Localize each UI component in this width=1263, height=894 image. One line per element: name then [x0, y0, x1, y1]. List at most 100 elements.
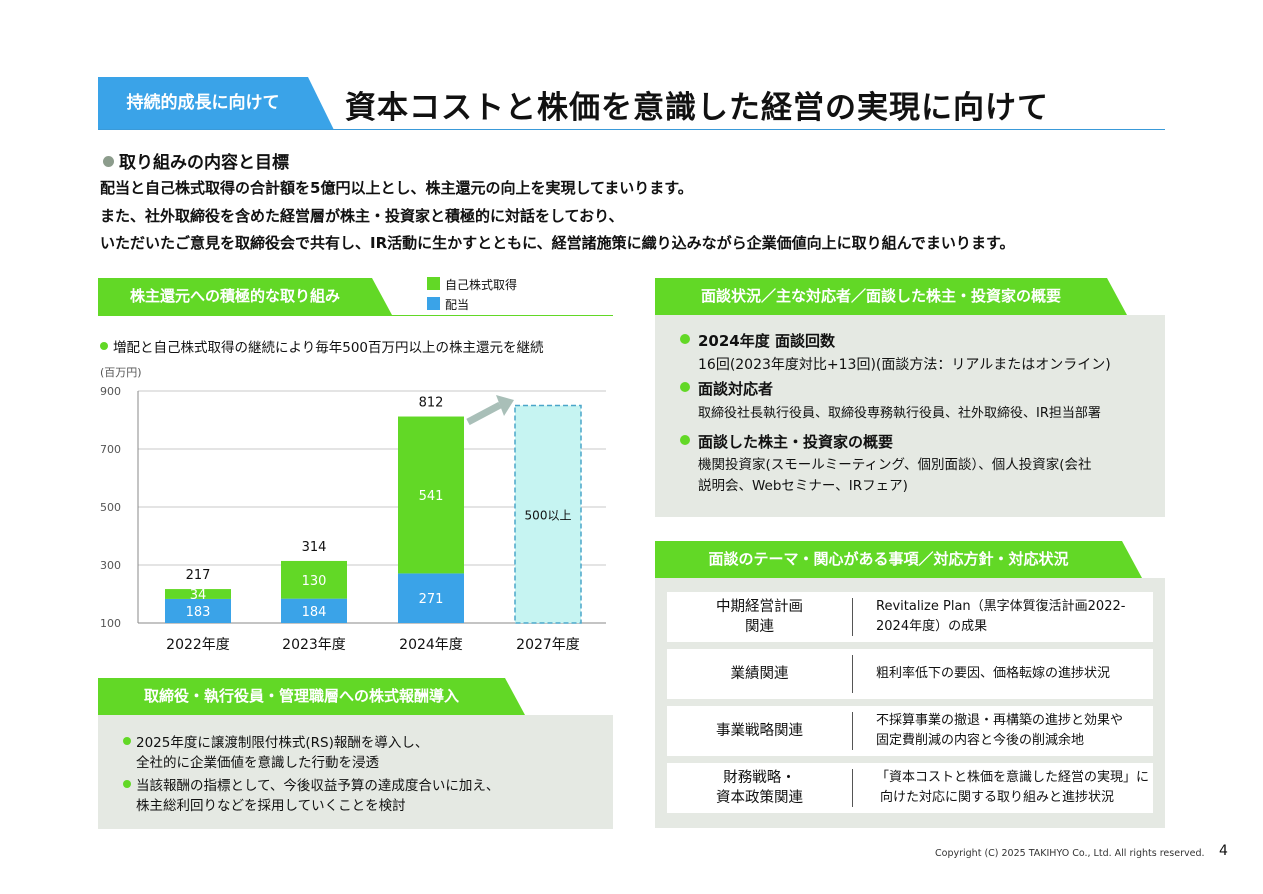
theme-detail-line: 固定費削減の内容と今後の削減余地 — [876, 733, 1085, 748]
bullet-dot-icon — [123, 737, 131, 745]
meetings-count-title-text: 2024年度 面談回数 — [698, 332, 835, 350]
target-bar — [514, 404, 582, 624]
theme-topic: 中期経営計画 関連 — [667, 592, 852, 642]
data-label-buyback: 541 — [419, 489, 444, 504]
remuneration-box — [98, 715, 613, 829]
theme-detail: 粗利率低下の要因、価格転嫁の進捗状況 — [876, 649, 1110, 699]
remuneration-item-1: 2025年度に譲渡制限付株式(RS)報酬を導入し、 全社的に企業価値を意識した行… — [123, 733, 428, 773]
theme-row: 業績関連 粗利率低下の要因、価格転嫁の進捗状況 — [667, 649, 1153, 699]
theme-detail: 「資本コストと株価を意識した経営の実現」に向けた対応に関する取り組みと進捗状況 — [876, 763, 1149, 813]
theme-topic-line: 財務戦略・ — [723, 770, 796, 786]
header-tag: 持続的成長に向けて — [126, 93, 280, 113]
intro-line-1: 配当と自己株式取得の合計額を5億円以上とし、株主還元の向上を実現してまいります。 — [100, 179, 693, 197]
theme-topic: 財務戦略・資本政策関連 — [667, 763, 852, 813]
y-tick-label: 500 — [100, 501, 121, 514]
bullet-dot-icon — [680, 382, 690, 392]
intro-line-3: いただいたご意見を取締役会で共有し、IR活動に生かすとともに、経営諸施策に織り込… — [100, 234, 1015, 252]
remuneration-item-2-line-1: 当該報酬の指標として、今後収益予算の達成度合いに加え、 — [136, 778, 500, 794]
y-tick-label: 100 — [100, 617, 121, 630]
trend-arrow-head-icon — [496, 395, 514, 416]
data-label-total: 812 — [419, 396, 444, 411]
x-tick-label: 2027年度 — [516, 637, 580, 653]
remuneration-item-1-line-2: 全社的に企業価値を意識した行動を浸透 — [136, 755, 379, 771]
intro-heading-text: 取り組みの内容と目標 — [119, 153, 289, 173]
data-label-buyback: 130 — [302, 574, 327, 589]
bar-dividend — [281, 598, 347, 623]
bar-buyback — [398, 416, 464, 574]
bar-buyback — [165, 589, 231, 599]
x-tick-label: 2023年度 — [282, 637, 346, 653]
page-title: 資本コストと株価を意識した経営の実現に向けて — [345, 90, 1049, 126]
header-tag-shape — [98, 77, 334, 130]
theme-detail-line: 向けた対応に関する取り組みと進捗状況 — [880, 790, 1115, 805]
theme-topic-line: 中期経営計画 — [716, 599, 803, 615]
meetings-responders-detail: 取締役社長執行役員、取締役専務執行役員、社外取締役、IR担当部署 — [698, 406, 1101, 421]
meetings-banner-text: 面談状況／主な対応者／面談した株主・投資家の概要 — [700, 287, 1061, 305]
row-divider — [852, 769, 853, 807]
meetings-box — [655, 315, 1165, 517]
bar-buyback — [281, 560, 347, 599]
bullet-dot-icon — [100, 342, 108, 350]
theme-detail: 不採算事業の撤退・再構築の進捗と効果や 固定費削減の内容と今後の削減余地 — [876, 706, 1123, 756]
meetings-investors-line-2: 説明会、Webセミナー、IRフェア) — [698, 478, 908, 494]
theme-detail-line: 粗利率低下の要因、価格転嫁の進捗状況 — [876, 666, 1111, 681]
theme-row: 事業戦略関連 不採算事業の撤退・再構築の進捗と効果や 固定費削減の内容と今後の削減… — [667, 706, 1153, 756]
remuneration-item-2-line-2: 株主総利回りなどを採用していくことを検討 — [136, 798, 406, 814]
meetings-investors-line-1: 機関投資家(スモールミーティング、個別面談）、個人投資家(会社 — [698, 457, 1092, 473]
bullet-dot-icon — [123, 780, 131, 788]
returns-bullet: 増配と自己株式取得の継続により毎年500百万円以上の株主還元を継続 — [100, 336, 544, 356]
bar-dividend — [165, 598, 231, 623]
meetings-investors-title: 面談した株主・投資家の概要 — [680, 431, 893, 452]
page-number: 4 — [1219, 843, 1228, 859]
theme-topic-line: 関連 — [745, 619, 774, 635]
theme-topic: 事業戦略関連 — [667, 706, 852, 756]
theme-topic: 業績関連 — [667, 649, 852, 699]
data-label-dividend: 183 — [186, 605, 211, 620]
theme-topic-line: 資本政策関連 — [716, 790, 803, 806]
theme-detail-line: 2024年度）の成果 — [876, 619, 988, 634]
remuneration-item-1-line-1: 2025年度に譲渡制限付株式(RS)報酬を導入し、 — [136, 735, 429, 751]
meetings-investors-title-text: 面談した株主・投資家の概要 — [698, 433, 894, 451]
x-tick-label: 2024年度 — [399, 637, 463, 653]
y-tick-label: 900 — [100, 385, 121, 398]
bullet-dot-icon — [103, 156, 114, 167]
intro-line-2: また、社外取締役を含めた経営層が株主・投資家と積極的に対話をしており、 — [100, 207, 624, 225]
legend-label-dividend: 配当 — [445, 298, 470, 312]
legend-swatch-dividend — [427, 297, 440, 310]
remuneration-banner-text: 取締役・執行役員・管理職層への株式報酬導入 — [143, 687, 459, 705]
data-label-total: 314 — [302, 540, 327, 555]
row-divider — [852, 712, 853, 750]
returns-banner-text: 株主還元への積極的な取り組み — [129, 287, 340, 305]
data-label-dividend: 271 — [419, 592, 444, 607]
target-label: 500以上 — [525, 508, 572, 522]
theme-detail-line: 「資本コストと株価を意識した経営の実現」に — [876, 770, 1150, 785]
legend-swatch-buyback — [427, 277, 440, 290]
theme-row: 中期経営計画 関連 Revitalize Plan（黒字体質復活計画2022- 20… — [667, 592, 1153, 642]
theme-detail-line: Revitalize Plan（黒字体質復活計画2022- — [876, 599, 1126, 614]
intro-heading: 取り組みの内容と目標 — [103, 148, 289, 173]
remuneration-banner: 取締役・執行役員・管理職層への株式報酬導入 — [98, 678, 525, 715]
theme-detail: Revitalize Plan（黒字体質復活計画2022- 2024年度）の成果 — [876, 592, 1125, 642]
copyright: Copyright (C) 2025 TAKIHYO Co., Ltd. All… — [935, 848, 1205, 859]
theme-topic-line: 業績関連 — [730, 666, 789, 682]
remuneration-item-2: 当該報酬の指標として、今後収益予算の達成度合いに加え、 株主総利回りなどを採用し… — [123, 776, 499, 816]
meetings-banner: 面談状況／主な対応者／面談した株主・投資家の概要 — [655, 278, 1127, 315]
returns-bar-chart: (百万円) 100 300 500 700 900 2022年度 183 34 217 2023年度… — [100, 366, 606, 653]
theme-row: 財務戦略・資本政策関連 「資本コストと株価を意識した経営の実現」に向けた対応に関… — [667, 763, 1153, 813]
trend-arrow-icon — [466, 401, 502, 426]
themes-banner: 面談のテーマ・関心がある事項／対応方針・対応状況 — [655, 541, 1142, 578]
x-tick-label: 2022年度 — [166, 637, 230, 653]
meetings-responders-title-text: 面談対応者 — [698, 380, 774, 398]
bullet-dot-icon — [680, 334, 690, 344]
themes-banner-text: 面談のテーマ・関心がある事項／対応方針・対応状況 — [708, 550, 1069, 568]
header-divider — [98, 129, 1165, 130]
meetings-investors-detail: 機関投資家(スモールミーティング、個別面談）、個人投資家(会社 説明会、Webセ… — [698, 455, 1092, 497]
y-tick-label: 700 — [100, 443, 121, 456]
theme-topic-line: 事業戦略関連 — [716, 723, 803, 739]
meetings-count-detail: 16回(2023年度対比+13回)(面談方法：リアルまたはオンライン) — [698, 357, 1111, 373]
returns-bullet-text: 増配と自己株式取得の継続により毎年500百万円以上の株主還元を継続 — [113, 340, 544, 356]
data-label-dividend: 184 — [302, 605, 327, 620]
theme-detail-line: 不採算事業の撤退・再構築の進捗と効果や — [876, 713, 1124, 728]
y-tick-label: 300 — [100, 559, 121, 572]
row-divider — [852, 598, 853, 636]
